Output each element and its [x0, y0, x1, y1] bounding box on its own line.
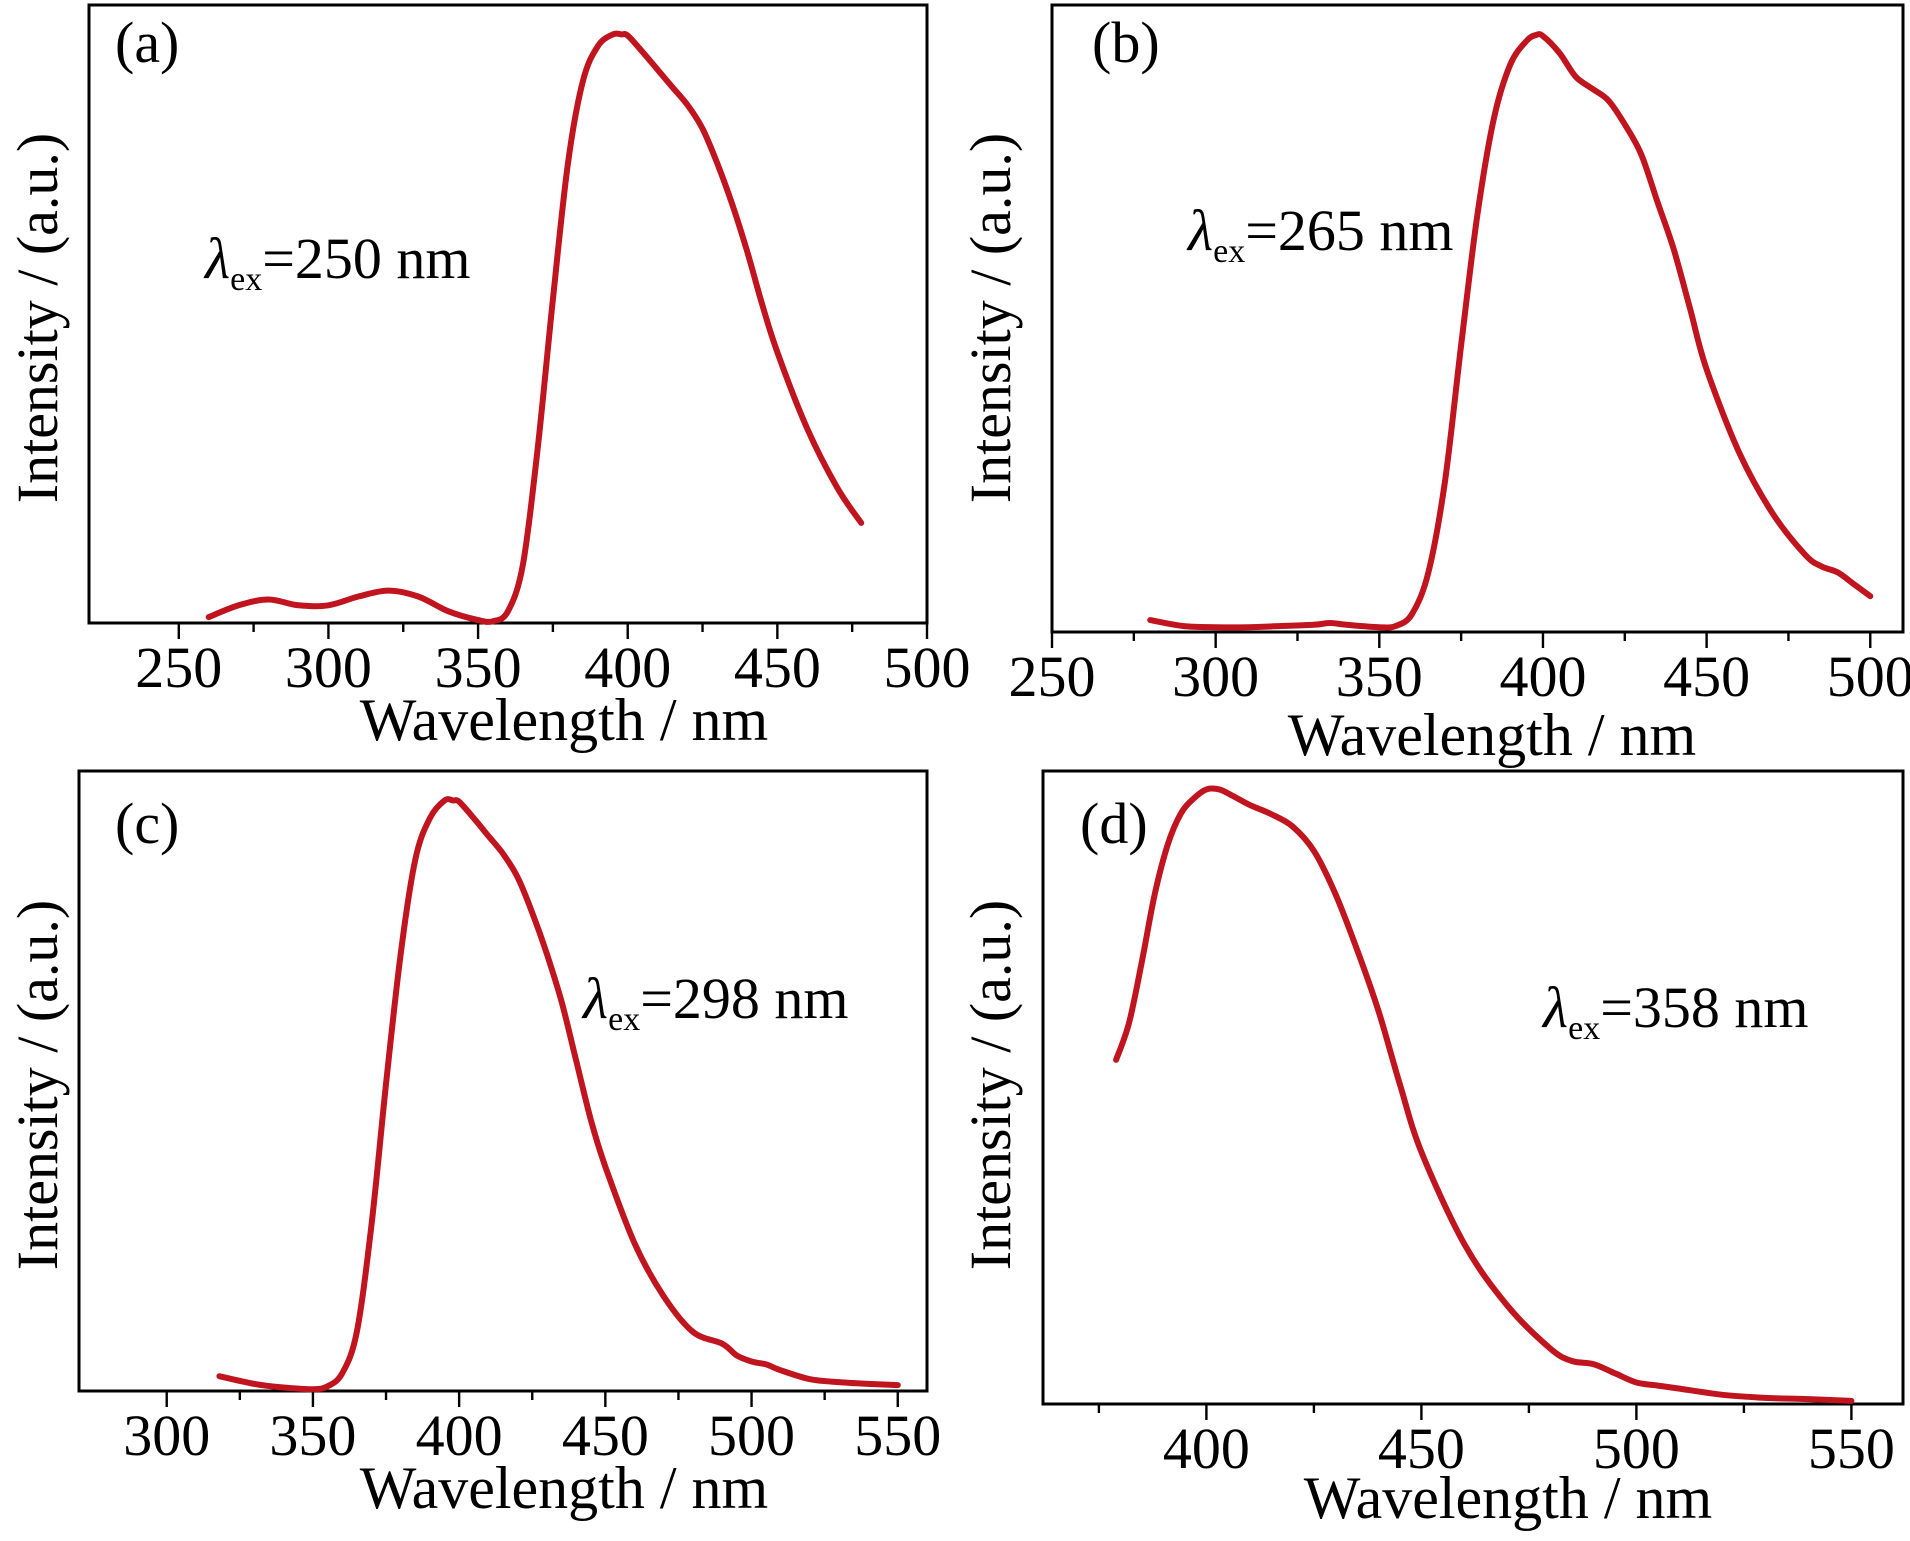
x-tick-label: 500 — [708, 1403, 795, 1468]
x-tick-label: 350 — [435, 635, 522, 700]
y-axis-label: Intensity / (a.u.) — [958, 133, 1023, 503]
panel-a: 250 300 350 400 450 500 (a) λex=250 nm Wavele… — [5, 3, 971, 753]
excitation-annotation: λex=358 nm — [1541, 975, 1809, 1047]
x-tick-label: 350 — [269, 1403, 356, 1468]
series-lines — [205, 30, 865, 625]
x-tick-label: 500 — [884, 635, 971, 700]
plot-frame — [77, 769, 929, 1393]
x-tick-label: 400 — [1499, 644, 1586, 709]
emission-spectrum-line — [1147, 31, 1874, 631]
lambda-symbol: λ — [1541, 975, 1568, 1040]
series-lines — [1147, 31, 1874, 631]
excitation-annotation: λex=265 nm — [1186, 198, 1454, 270]
x-tick-label: 400 — [416, 1403, 503, 1468]
annotation-subscript: ex — [1568, 1010, 1600, 1047]
x-tick-label: 550 — [1808, 1416, 1895, 1481]
plot-frame — [1041, 769, 1905, 1406]
panel-label: (a) — [115, 10, 179, 75]
emission-spectrum-line — [205, 30, 865, 625]
x-ticks: 400 450 500 550 — [1097, 1404, 1895, 1481]
x-tick-label: 250 — [1009, 644, 1096, 709]
x-tick-label: 550 — [854, 1403, 941, 1468]
excitation-annotation: λex=250 nm — [203, 226, 471, 298]
annotation-subscript: ex — [230, 261, 262, 298]
annotation-subscript: ex — [1213, 233, 1245, 270]
x-tick-label: 300 — [123, 1403, 210, 1468]
panel-d: 400 450 500 550 (d) λex=358 nm Wavelength /… — [958, 769, 1905, 1531]
series-lines — [1113, 785, 1855, 1404]
plot-frame — [1050, 3, 1905, 634]
annotation-text: =358 nm — [1600, 975, 1808, 1040]
panel-label: (c) — [115, 791, 179, 856]
plot-frame — [87, 3, 929, 625]
y-axis-label: Intensity / (a.u.) — [5, 133, 70, 503]
emission-spectrum-line — [1113, 785, 1855, 1404]
x-axis-label: Wavelength / nm — [1288, 702, 1696, 768]
annotation-text: =250 nm — [262, 226, 470, 291]
x-tick-label: 450 — [562, 1403, 649, 1468]
x-tick-label: 300 — [285, 635, 372, 700]
lambda-symbol: λ — [1186, 198, 1213, 263]
lambda-symbol: λ — [581, 966, 608, 1031]
x-tick-label: 250 — [135, 635, 222, 700]
panel-label: (b) — [1092, 10, 1160, 75]
x-ticks: 250 300 350 400 450 500 — [135, 623, 971, 700]
x-tick-label: 500 — [1593, 1416, 1680, 1481]
x-tick-label: 350 — [1336, 644, 1423, 709]
x-axis-label: Wavelength / nm — [360, 687, 768, 753]
x-tick-label: 400 — [584, 635, 671, 700]
panel-c: 300 350 400 450 500 550 (c) λex=298 nm Wavele… — [5, 769, 941, 1521]
x-ticks: 250 300 350 400 450 500 — [1009, 632, 1910, 709]
x-tick-label: 450 — [1378, 1416, 1465, 1481]
x-tick-label: 450 — [734, 635, 821, 700]
y-axis-label: Intensity / (a.u.) — [958, 900, 1023, 1270]
x-axis-label: Wavelength / nm — [1304, 1465, 1712, 1531]
x-ticks: 300 350 400 450 500 550 — [123, 1391, 941, 1468]
lambda-symbol: λ — [203, 226, 230, 291]
x-tick-label: 400 — [1163, 1416, 1250, 1481]
annotation-subscript: ex — [608, 1001, 640, 1038]
x-tick-label: 450 — [1663, 644, 1750, 709]
annotation-text: =265 nm — [1245, 198, 1453, 263]
annotation-text: =298 nm — [640, 966, 848, 1031]
x-tick-label: 500 — [1827, 644, 1910, 709]
y-axis-label: Intensity / (a.u.) — [5, 900, 70, 1270]
panel-label: (d) — [1080, 791, 1148, 856]
x-axis-label: Wavelength / nm — [360, 1455, 768, 1521]
series-lines — [216, 796, 901, 1393]
panel-b: 250 300 350 400 450 500 (b) λex=265 nm Wavele… — [958, 3, 1910, 768]
x-tick-label: 300 — [1172, 644, 1259, 709]
emission-spectrum-line — [216, 796, 901, 1393]
excitation-annotation: λex=298 nm — [581, 966, 849, 1038]
